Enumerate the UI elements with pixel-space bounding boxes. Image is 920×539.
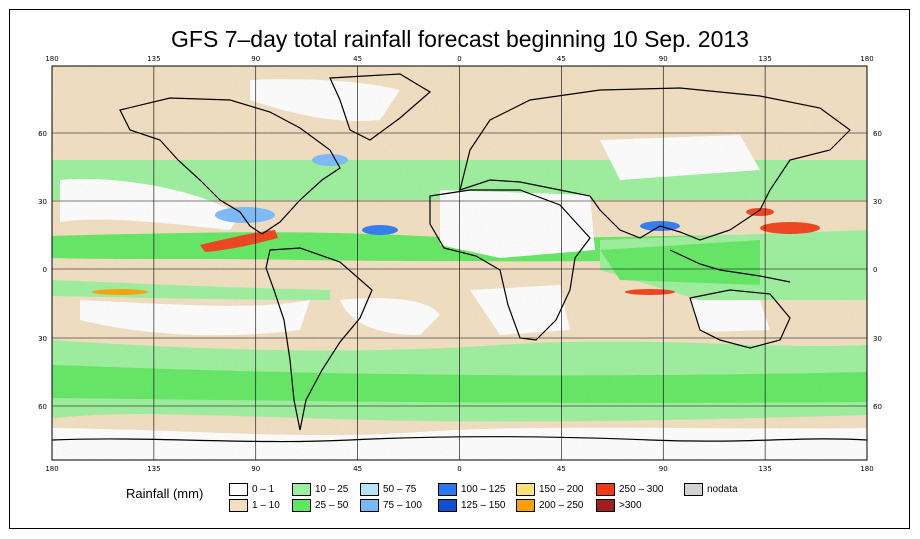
lon-label-bottom: 135 bbox=[147, 465, 160, 473]
lat-label-right: 60 bbox=[873, 403, 882, 411]
lat-label-left: 30 bbox=[38, 335, 47, 343]
lon-label-bottom: 45 bbox=[353, 465, 362, 473]
lon-label-top: 135 bbox=[758, 55, 771, 63]
lat-label-left: 60 bbox=[38, 130, 47, 138]
lat-label-right: 30 bbox=[873, 335, 882, 343]
legend-swatch bbox=[596, 483, 615, 496]
legend-label: nodata bbox=[707, 484, 738, 495]
legend-label: 0 – 1 bbox=[252, 484, 275, 495]
lat-label-left: 0 bbox=[43, 266, 47, 274]
lat-label-left: 30 bbox=[38, 198, 47, 206]
lon-label-top: 90 bbox=[251, 55, 260, 63]
legend-swatch bbox=[596, 499, 615, 512]
legend-swatch bbox=[684, 483, 703, 496]
coastline-antarctica bbox=[52, 436, 867, 443]
legend-label: 250 – 300 bbox=[619, 484, 664, 495]
lon-label-bottom: 90 bbox=[659, 465, 668, 473]
legend-swatch bbox=[229, 483, 248, 496]
legend-label: 125 – 150 bbox=[461, 500, 506, 511]
lat-label-right: 60 bbox=[873, 130, 882, 138]
graticule bbox=[52, 66, 867, 460]
lon-label-top: 0 bbox=[457, 55, 461, 63]
lon-label-bottom: 90 bbox=[251, 465, 260, 473]
lon-labels-top: 180 135 90 45 0 45 90 135 180 bbox=[45, 55, 873, 63]
legend-swatch bbox=[438, 499, 457, 512]
lon-label-top: 45 bbox=[557, 55, 566, 63]
lon-label-bottom: 0 bbox=[457, 465, 461, 473]
legend-label: 25 – 50 bbox=[315, 500, 349, 511]
legend-label: 150 – 200 bbox=[539, 484, 584, 495]
legend-label: 100 – 125 bbox=[461, 484, 506, 495]
map-border bbox=[51, 65, 868, 461]
legend-label: 75 – 100 bbox=[383, 500, 422, 511]
legend-swatch bbox=[292, 483, 311, 496]
lat-labels-right: 60 30 0 30 60 bbox=[873, 130, 882, 411]
legend-label: 10 – 25 bbox=[315, 484, 349, 495]
legend-label: 200 – 250 bbox=[539, 500, 584, 511]
legend-label: >300 bbox=[619, 500, 642, 511]
lat-labels-left: 60 30 0 30 60 bbox=[38, 130, 47, 411]
legend-swatch bbox=[516, 483, 535, 496]
coastline-maritime-continent bbox=[669, 249, 791, 283]
coastline-greenland bbox=[329, 73, 432, 141]
lat-label-right: 30 bbox=[873, 198, 882, 206]
lat-label-right: 0 bbox=[873, 266, 877, 274]
lon-label-top: 45 bbox=[353, 55, 362, 63]
coastline-south-america bbox=[265, 247, 373, 431]
coastline-north-america bbox=[119, 97, 341, 235]
lon-label-bottom: 135 bbox=[758, 465, 771, 473]
legend-swatch bbox=[516, 499, 535, 512]
lon-label-bottom: 45 bbox=[557, 465, 566, 473]
legend-label: 1 – 10 bbox=[252, 500, 280, 511]
map-title: GFS 7–day total rainfall forecast beginn… bbox=[171, 26, 749, 52]
figure-frame bbox=[9, 9, 910, 529]
legend-swatch bbox=[360, 483, 379, 496]
coastline-eurasia bbox=[459, 87, 851, 241]
legend-swatch bbox=[229, 499, 248, 512]
coastlines bbox=[52, 73, 867, 443]
lon-label-bottom: 180 bbox=[45, 465, 58, 473]
lon-label-top: 180 bbox=[45, 55, 58, 63]
coastline-africa bbox=[429, 189, 591, 341]
legend-swatch bbox=[438, 483, 457, 496]
coastline-australia bbox=[689, 289, 791, 349]
legend-label: 50 – 75 bbox=[383, 484, 417, 495]
lon-label-top: 135 bbox=[147, 55, 160, 63]
legend-title: Rainfall (mm) bbox=[126, 486, 204, 501]
legend-swatch bbox=[292, 499, 311, 512]
lon-label-bottom: 180 bbox=[860, 465, 873, 473]
lon-labels-bottom: 180 135 90 45 0 45 90 135 180 bbox=[45, 465, 873, 473]
lon-label-top: 180 bbox=[860, 55, 873, 63]
lat-label-left: 60 bbox=[38, 403, 47, 411]
lon-label-top: 90 bbox=[659, 55, 668, 63]
legend-swatch bbox=[360, 499, 379, 512]
